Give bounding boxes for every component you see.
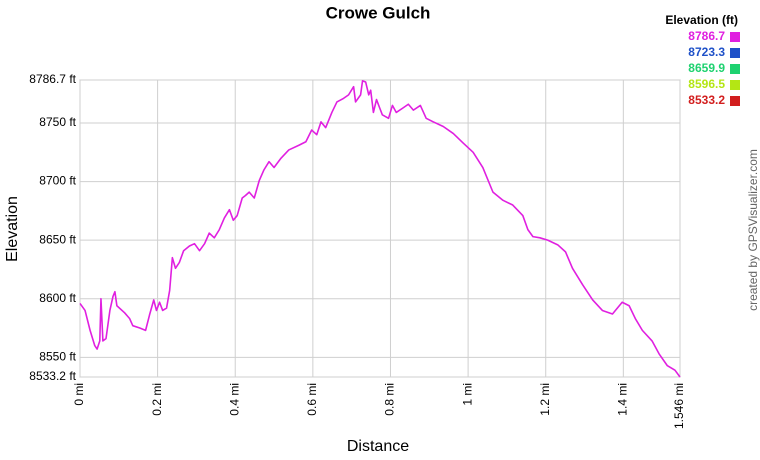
legend-label: 8723.3 [688,45,725,59]
y-tick-label: 8700 ft [39,174,76,188]
legend-label: 8533.2 [688,93,725,107]
y-tick-label: 8533.2 ft [29,369,76,383]
legend-swatch [730,48,740,58]
legend-swatch [730,64,740,74]
x-tick-label: 1.546 mi [672,383,686,429]
credit: created by GPSVisualizer.com [746,149,760,311]
x-tick-label: 0.4 mi [227,383,241,416]
y-tick-label: 8750 ft [39,115,76,129]
legend-swatch [730,80,740,90]
legend-label: 8786.7 [688,29,725,43]
legend-swatch [730,96,740,106]
x-tick-label: 1.4 mi [616,383,630,416]
plot-area [79,79,681,378]
y-axis-title: Elevation [4,196,21,262]
y-tick-label: 8550 ft [39,349,76,363]
y-tick-label: 8786.7 ft [29,72,76,86]
legend-swatch [730,32,740,42]
x-tick-label: 1.2 mi [538,383,552,416]
y-tick-label: 8600 ft [39,291,76,305]
legend-label: 8596.5 [688,77,725,91]
elevation-line [79,80,681,378]
y-tick-label: 8650 ft [39,232,76,246]
x-tick-label: 0 mi [72,383,86,406]
x-tick-label: 0.2 mi [150,383,164,416]
x-tick-label: 0.8 mi [383,383,397,416]
x-tick-label: 1 mi [460,383,474,406]
legend-label: 8659.9 [688,61,725,75]
x-axis-title: Distance [347,438,409,455]
chart-title: Crowe Gulch [326,3,431,22]
x-tick-label: 0.6 mi [305,383,319,416]
legend-title: Elevation (ft) [665,13,738,27]
